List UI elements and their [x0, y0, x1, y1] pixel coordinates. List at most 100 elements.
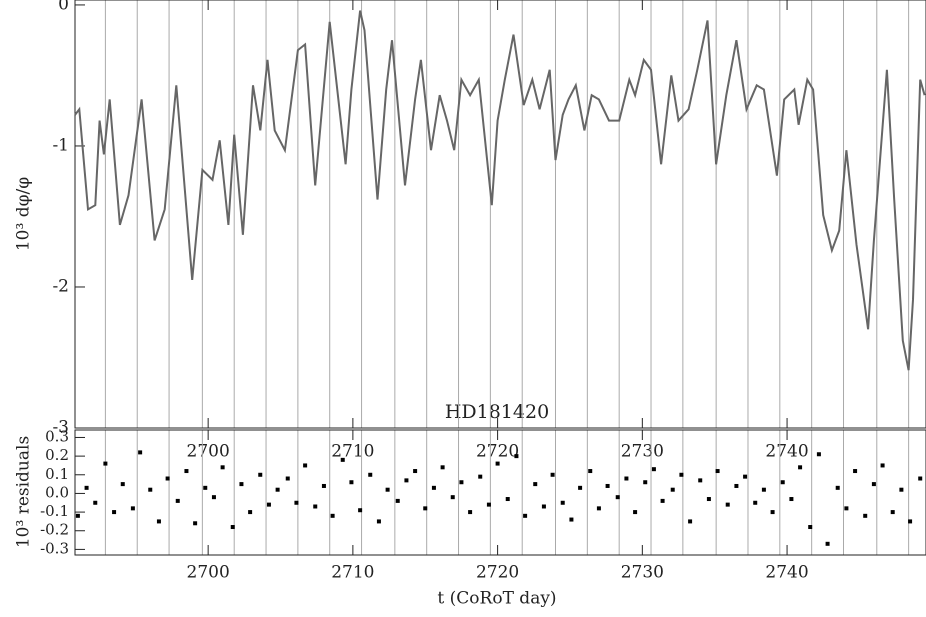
residual-point — [863, 513, 868, 518]
residual-point — [275, 487, 280, 492]
residual-point — [103, 461, 108, 466]
residual-point — [165, 476, 170, 481]
residual-point — [93, 500, 98, 505]
residual-point — [780, 480, 785, 485]
residual-point — [203, 485, 208, 490]
y-tick-label: 0 — [58, 0, 69, 14]
residual-point — [230, 525, 235, 530]
residual-point — [148, 487, 153, 492]
y-tick-label: -0.2 — [40, 521, 69, 539]
residual-point — [514, 454, 519, 459]
y-tick-label: -0.3 — [40, 539, 69, 557]
x-tick-label: 2710 — [331, 563, 374, 583]
residual-point — [193, 521, 198, 526]
x-tick-label: 2730 — [621, 442, 664, 462]
residual-point — [423, 506, 428, 511]
residual-point — [376, 519, 381, 524]
residual-point — [75, 513, 80, 518]
residual-point — [211, 495, 216, 500]
residual-point — [385, 487, 390, 492]
residual-point — [651, 467, 656, 472]
residual-point — [550, 472, 555, 477]
residual-point — [440, 465, 445, 470]
residual-point — [340, 457, 345, 462]
residual-point — [156, 519, 161, 524]
residual-point — [523, 513, 528, 518]
residual-point — [368, 472, 373, 477]
y-axis-label: 10³ residuals — [14, 436, 34, 548]
residual-point — [770, 510, 775, 515]
plot-frame — [74, 0, 926, 429]
y-tick-label: 0.1 — [45, 465, 69, 483]
residual-point — [130, 506, 135, 511]
residual-point — [395, 498, 400, 503]
residual-point — [871, 482, 876, 487]
x-tick-label: 2720 — [476, 563, 519, 583]
residual-point — [303, 463, 308, 468]
x-tick-label: 2740 — [765, 563, 808, 583]
y-tick-label: 0.3 — [45, 427, 69, 445]
plot-frame — [74, 429, 926, 556]
residual-point — [184, 469, 189, 474]
residual-point — [761, 487, 766, 492]
residual-point — [84, 485, 89, 490]
residual-point — [825, 541, 830, 546]
residual-point — [908, 519, 913, 524]
y-axis-label: 10³ dφ/φ — [14, 177, 34, 251]
residual-point — [258, 472, 263, 477]
residual-point — [808, 525, 813, 530]
residual-point — [643, 480, 648, 485]
residual-point — [358, 508, 363, 513]
residual-point — [596, 506, 601, 511]
residual-point — [569, 517, 574, 522]
y-tick-label: -1 — [52, 135, 69, 155]
residual-point — [459, 480, 464, 485]
residual-point — [679, 472, 684, 477]
residual-point — [688, 519, 693, 524]
x-axis-label: t (CoRoT day) — [437, 589, 556, 609]
residual-point — [816, 452, 821, 457]
residual-point — [844, 506, 849, 511]
residual-point — [798, 465, 803, 470]
residual-point — [633, 510, 638, 515]
residual-point — [715, 469, 720, 474]
y-tick-label: -2 — [52, 276, 69, 296]
residual-point — [615, 495, 620, 500]
residual-point — [670, 487, 675, 492]
y-tick-label: 0.2 — [45, 446, 69, 464]
y-tick-label: -0.1 — [40, 502, 69, 520]
y-tick-label: -3 — [52, 418, 69, 438]
residual-point — [220, 465, 225, 470]
x-tick-label: 2700 — [187, 563, 230, 583]
residual-point — [505, 497, 510, 502]
residual-point — [468, 510, 473, 515]
residual-point — [853, 469, 858, 474]
residual-point — [660, 498, 665, 503]
x-tick-label: 2730 — [621, 563, 664, 583]
residual-point — [285, 476, 290, 481]
residual-point — [725, 502, 730, 507]
residual-point — [605, 483, 610, 488]
residual-point — [880, 463, 885, 468]
x-tick-label: 2740 — [765, 442, 808, 462]
residual-point — [330, 513, 335, 518]
residual-point — [478, 474, 483, 479]
residual-point — [706, 497, 711, 502]
residual-point — [120, 482, 125, 487]
residual-point — [789, 497, 794, 502]
residual-point — [918, 476, 923, 481]
residual-point — [560, 500, 565, 505]
residual-point — [349, 480, 354, 485]
residual-point — [541, 504, 546, 509]
residual-point — [899, 487, 904, 492]
residual-point — [753, 500, 758, 505]
x-tick-label: 2700 — [187, 442, 230, 462]
residual-point — [175, 498, 180, 503]
residual-point — [495, 461, 500, 466]
y-tick-label: 0.0 — [45, 483, 69, 501]
residual-point — [431, 485, 436, 490]
residual-point — [486, 502, 491, 507]
residual-point — [533, 482, 538, 487]
model-line — [74, 10, 926, 371]
